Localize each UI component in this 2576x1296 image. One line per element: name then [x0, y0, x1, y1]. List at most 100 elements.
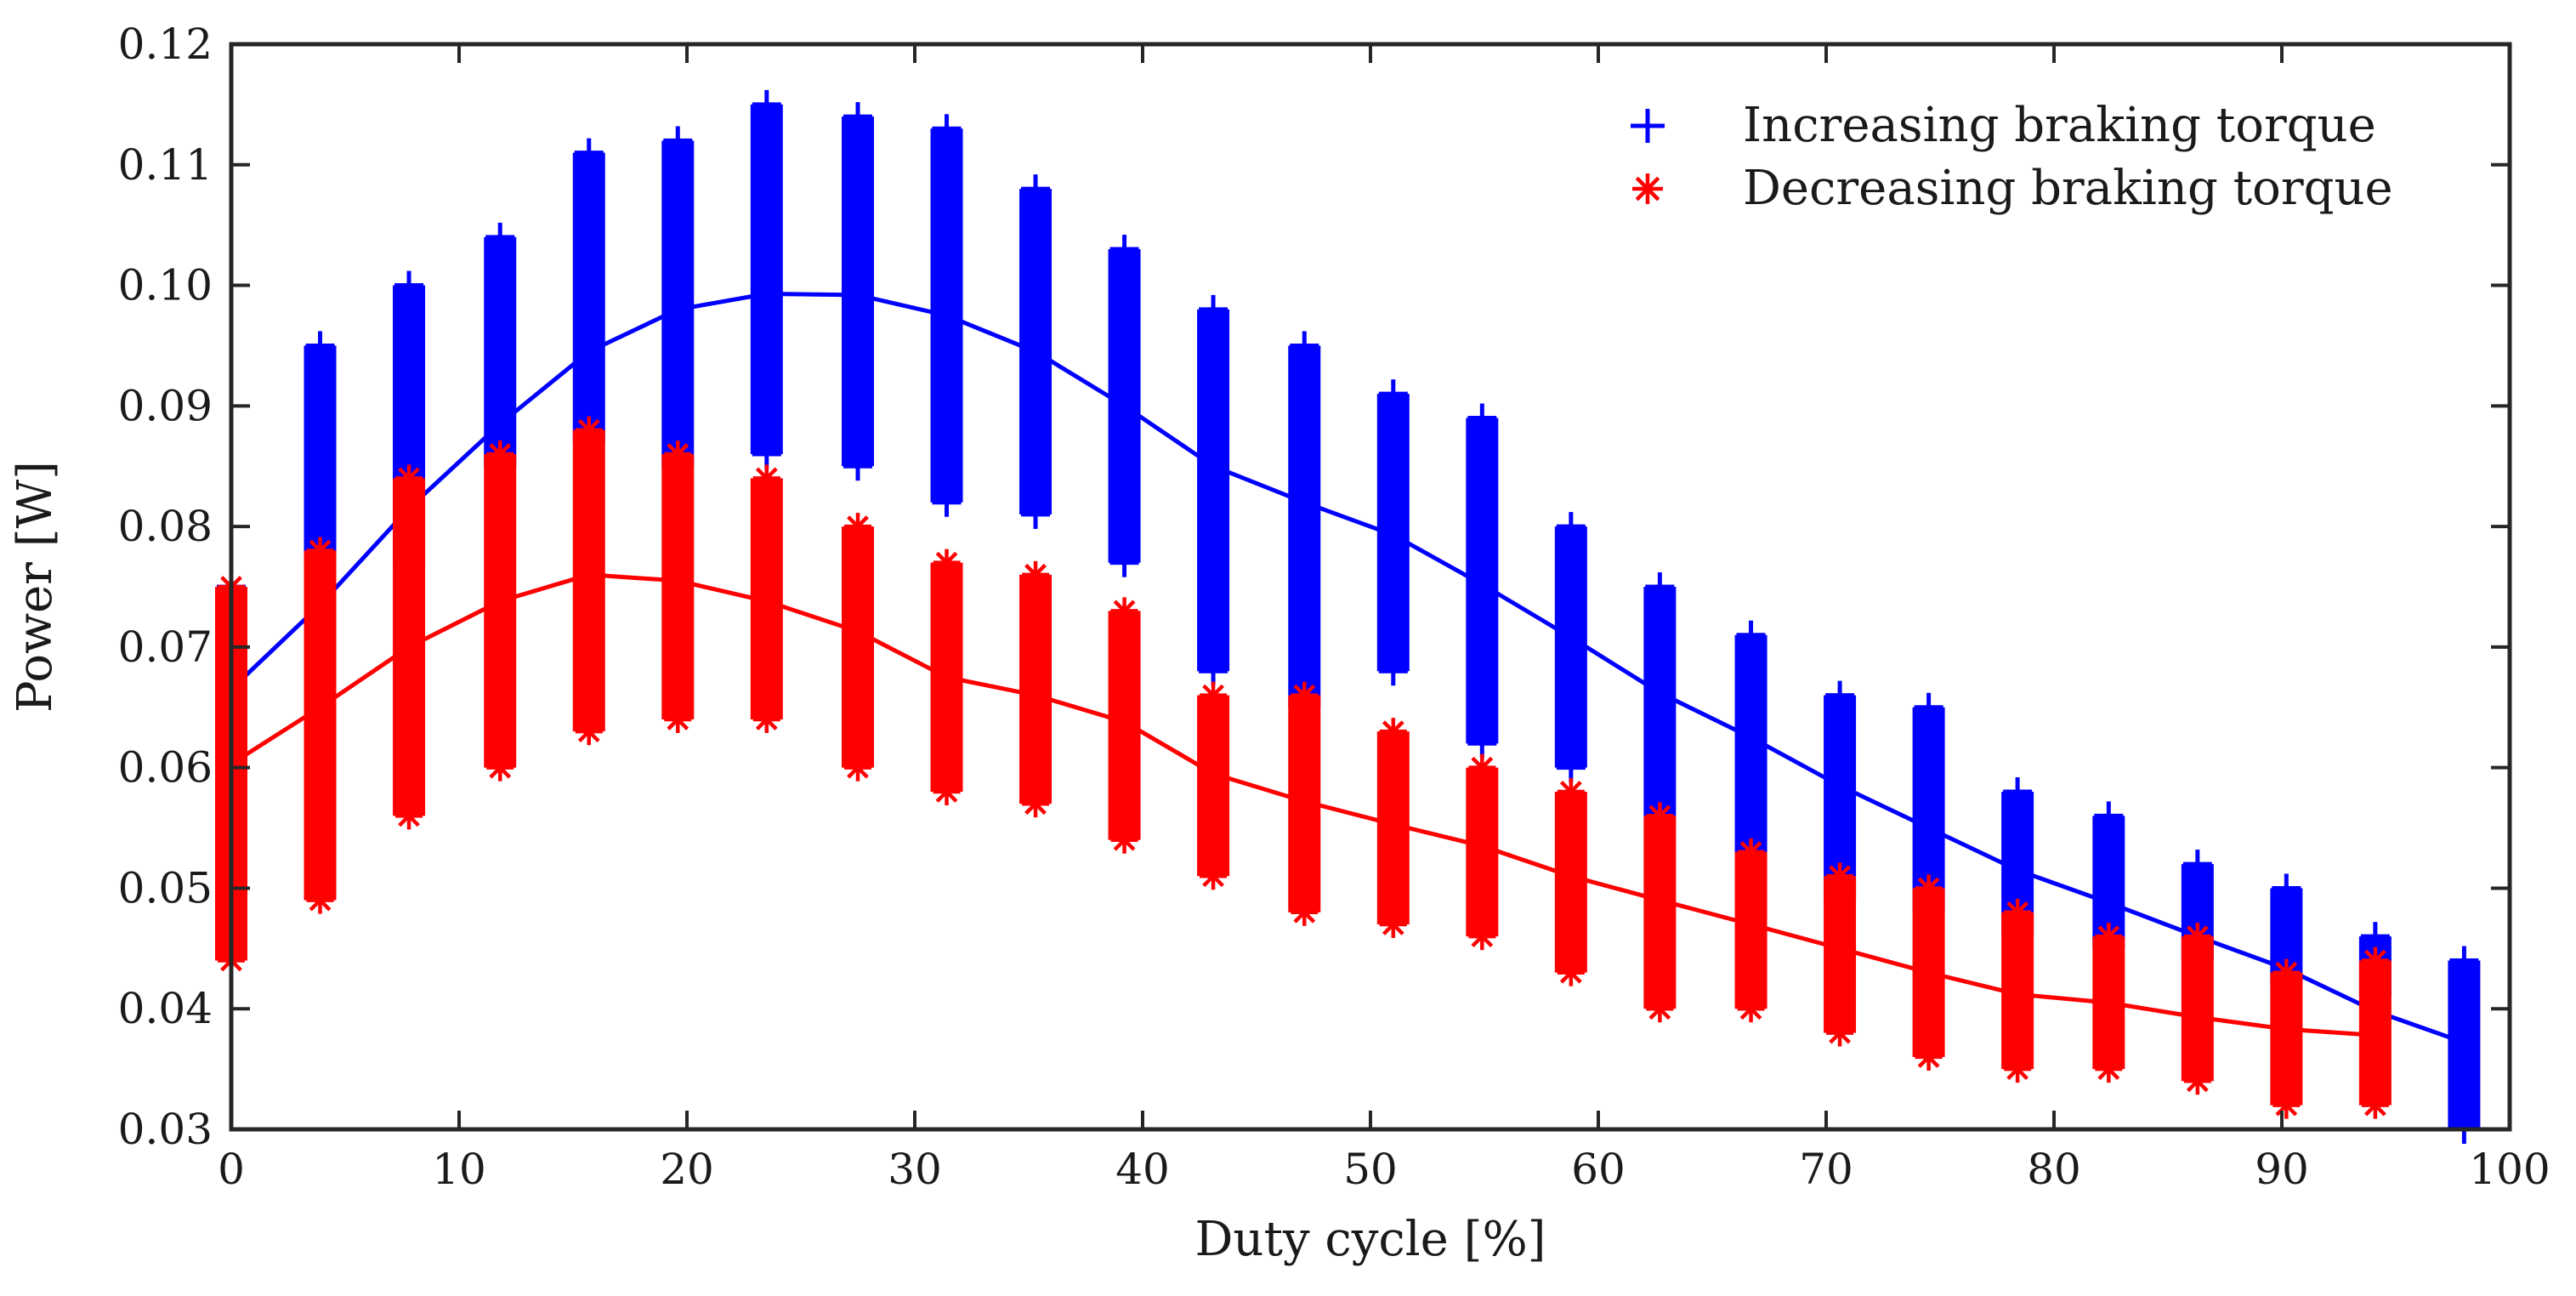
data-point-min — [1559, 961, 1582, 984]
x-tick-label: 60 — [1571, 1145, 1626, 1194]
data-band — [842, 526, 874, 768]
data-point-min — [1024, 793, 1047, 816]
y-tick-label: 0.04 — [118, 984, 213, 1033]
data-point-min — [2097, 1058, 2120, 1081]
data-band — [1197, 695, 1230, 877]
data-point-max — [755, 467, 778, 490]
data-point-max — [667, 443, 689, 465]
data-band — [661, 140, 695, 467]
data-point-max — [1202, 684, 1224, 707]
data-point-max — [1471, 756, 1494, 779]
data-point-min — [1829, 1021, 1851, 1044]
data-point-min — [309, 889, 332, 912]
data-band — [661, 454, 695, 719]
x-axis-title: Duty cycle [%] — [1194, 1212, 1546, 1267]
data-band — [2181, 936, 2214, 1082]
data-point-min — [1113, 828, 1136, 851]
data-point-min — [2275, 1094, 2298, 1117]
data-band — [750, 104, 783, 455]
y-tick-label: 0.08 — [118, 502, 213, 551]
data-point-max — [1829, 865, 1851, 888]
plot-area — [231, 44, 2510, 1129]
x-tick-label: 40 — [1115, 1145, 1170, 1194]
x-tick-label: 10 — [432, 1145, 486, 1194]
data-point-max — [1559, 781, 1582, 803]
data-point-max — [1382, 720, 1404, 743]
ticks-layer: 0 10 20 30 40 50 60 70 80 90 100 0.03 0.04 0.05 0.06 0.… — [118, 20, 2550, 1194]
y-tick-label: 0.07 — [118, 622, 213, 672]
x-tick-label: 30 — [888, 1145, 942, 1194]
data-point-max — [489, 443, 512, 465]
data-band — [1288, 345, 1321, 708]
data-band — [1466, 418, 1499, 744]
data-band — [304, 345, 337, 563]
data-band — [484, 236, 517, 467]
y-axis-title: Power [W] — [8, 461, 63, 713]
data-point-max — [2363, 949, 2386, 972]
legend-marker-decreasing — [1632, 173, 1663, 204]
data-point-min — [1648, 998, 1671, 1020]
data-band — [1824, 876, 1857, 1033]
data-point-max — [1024, 563, 1047, 586]
data-point-max — [309, 539, 332, 562]
y-tick-label: 0.03 — [118, 1105, 213, 1154]
fit-line — [230, 291, 2465, 1045]
legend: Increasing braking torque Decreasing bra… — [1631, 98, 2393, 216]
data-point-min — [1471, 925, 1494, 948]
data-point-min — [1202, 865, 1224, 888]
y-tick-label: 0.06 — [118, 743, 213, 793]
y-tick-label: 0.12 — [118, 20, 213, 69]
data-band — [2270, 972, 2303, 1106]
data-point-min — [1382, 913, 1404, 935]
data-point-min — [398, 804, 420, 827]
data-point-min — [847, 756, 869, 779]
data-point-max — [935, 551, 958, 574]
data-point-min — [2186, 1070, 2209, 1093]
data-point-min — [2363, 1094, 2386, 1117]
data-point-min — [935, 781, 958, 803]
x-tick-label: 80 — [2027, 1145, 2081, 1194]
data-point-max — [398, 467, 420, 490]
data-point-max — [1113, 600, 1136, 622]
data-point-max — [1917, 877, 1940, 900]
data-point-min — [2006, 1058, 2029, 1081]
data-point-min — [667, 708, 689, 730]
data-point-max — [577, 418, 600, 441]
data-point-max — [2097, 925, 2120, 948]
x-tick-label: 90 — [2255, 1145, 2309, 1194]
data-band — [572, 429, 605, 732]
legend-marker-increasing — [1631, 109, 1665, 143]
y-tick-label: 0.11 — [118, 140, 213, 190]
y-tick-label: 0.05 — [118, 863, 213, 912]
x-tick-label: 20 — [660, 1145, 714, 1194]
data-point-max — [1739, 841, 1762, 863]
legend-star-icon — [1635, 176, 1660, 202]
data-band — [1197, 309, 1230, 672]
y-tick-label: 0.10 — [118, 261, 213, 310]
data-point-max — [1293, 684, 1316, 707]
data-point-max — [2186, 925, 2209, 948]
data-point-min — [489, 756, 512, 779]
data-band — [1019, 574, 1053, 804]
data-point-min — [577, 720, 600, 743]
data-band — [842, 117, 874, 467]
data-point-max — [2006, 901, 2029, 924]
data-point-max — [1648, 804, 1671, 827]
x-tick-label: 0 — [218, 1145, 245, 1194]
data-point-max — [2275, 961, 2298, 984]
data-point-min — [1293, 901, 1316, 924]
data-band — [1554, 526, 1587, 768]
data-band — [1643, 816, 1677, 1009]
series-layer — [215, 89, 2481, 1144]
data-point-min — [1739, 998, 1762, 1020]
x-tick-label: 50 — [1343, 1145, 1398, 1194]
legend-label-increasing: Increasing braking torque — [1743, 98, 2376, 153]
data-band — [304, 550, 337, 901]
data-point-min — [1917, 1046, 1940, 1068]
data-point-min — [755, 708, 778, 730]
data-band — [1466, 767, 1499, 937]
fit-line — [230, 572, 2376, 1037]
data-band — [2448, 960, 2481, 1129]
data-band — [1108, 611, 1141, 840]
